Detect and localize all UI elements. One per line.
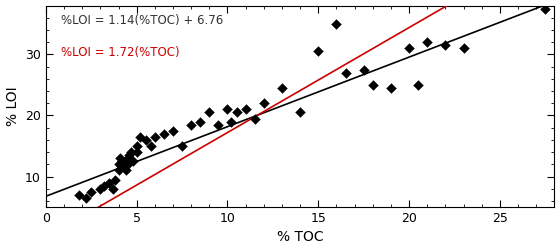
Point	[118, 159, 127, 163]
Point	[125, 153, 134, 157]
Point	[368, 83, 377, 87]
Point	[100, 184, 109, 188]
Point	[386, 86, 395, 90]
Point	[123, 156, 132, 160]
Point	[214, 122, 223, 126]
Point	[96, 187, 105, 191]
Text: %LOI = 1.14(%TOC) + 6.76: %LOI = 1.14(%TOC) + 6.76	[61, 14, 223, 26]
Text: %LOI = 1.72(%TOC): %LOI = 1.72(%TOC)	[61, 46, 180, 59]
Point	[178, 144, 186, 148]
Point	[132, 150, 141, 154]
Point	[314, 49, 323, 53]
Point	[74, 193, 83, 197]
Point	[414, 83, 423, 87]
Point	[109, 187, 118, 191]
Point	[278, 86, 287, 90]
Point	[250, 116, 259, 120]
Point	[332, 22, 341, 26]
Point	[259, 101, 268, 105]
Point	[241, 107, 250, 111]
Point	[205, 110, 214, 114]
Point	[169, 129, 178, 133]
Point	[119, 165, 128, 169]
Point	[129, 159, 138, 163]
Point	[186, 122, 195, 126]
Point	[341, 71, 350, 75]
Point	[87, 190, 96, 194]
Point	[122, 168, 130, 172]
Point	[114, 168, 123, 172]
Point	[150, 135, 159, 139]
Y-axis label: % LOI: % LOI	[6, 86, 20, 126]
Point	[360, 68, 368, 72]
Point	[105, 180, 114, 184]
Point	[405, 46, 414, 50]
Point	[296, 110, 305, 114]
Point	[541, 6, 550, 10]
Point	[114, 162, 123, 166]
Point	[110, 178, 119, 182]
Point	[116, 156, 125, 160]
Point	[136, 135, 145, 139]
Point	[81, 196, 90, 200]
Point	[123, 162, 132, 166]
Point	[441, 43, 450, 47]
Point	[127, 150, 136, 154]
Point	[232, 110, 241, 114]
Point	[141, 138, 150, 142]
Point	[223, 107, 232, 111]
Point	[227, 120, 236, 124]
Point	[132, 144, 141, 148]
Point	[459, 46, 468, 50]
Point	[147, 144, 156, 148]
X-axis label: % TOC: % TOC	[277, 230, 324, 244]
Point	[196, 120, 205, 124]
Point	[423, 40, 432, 44]
Point	[160, 132, 169, 136]
